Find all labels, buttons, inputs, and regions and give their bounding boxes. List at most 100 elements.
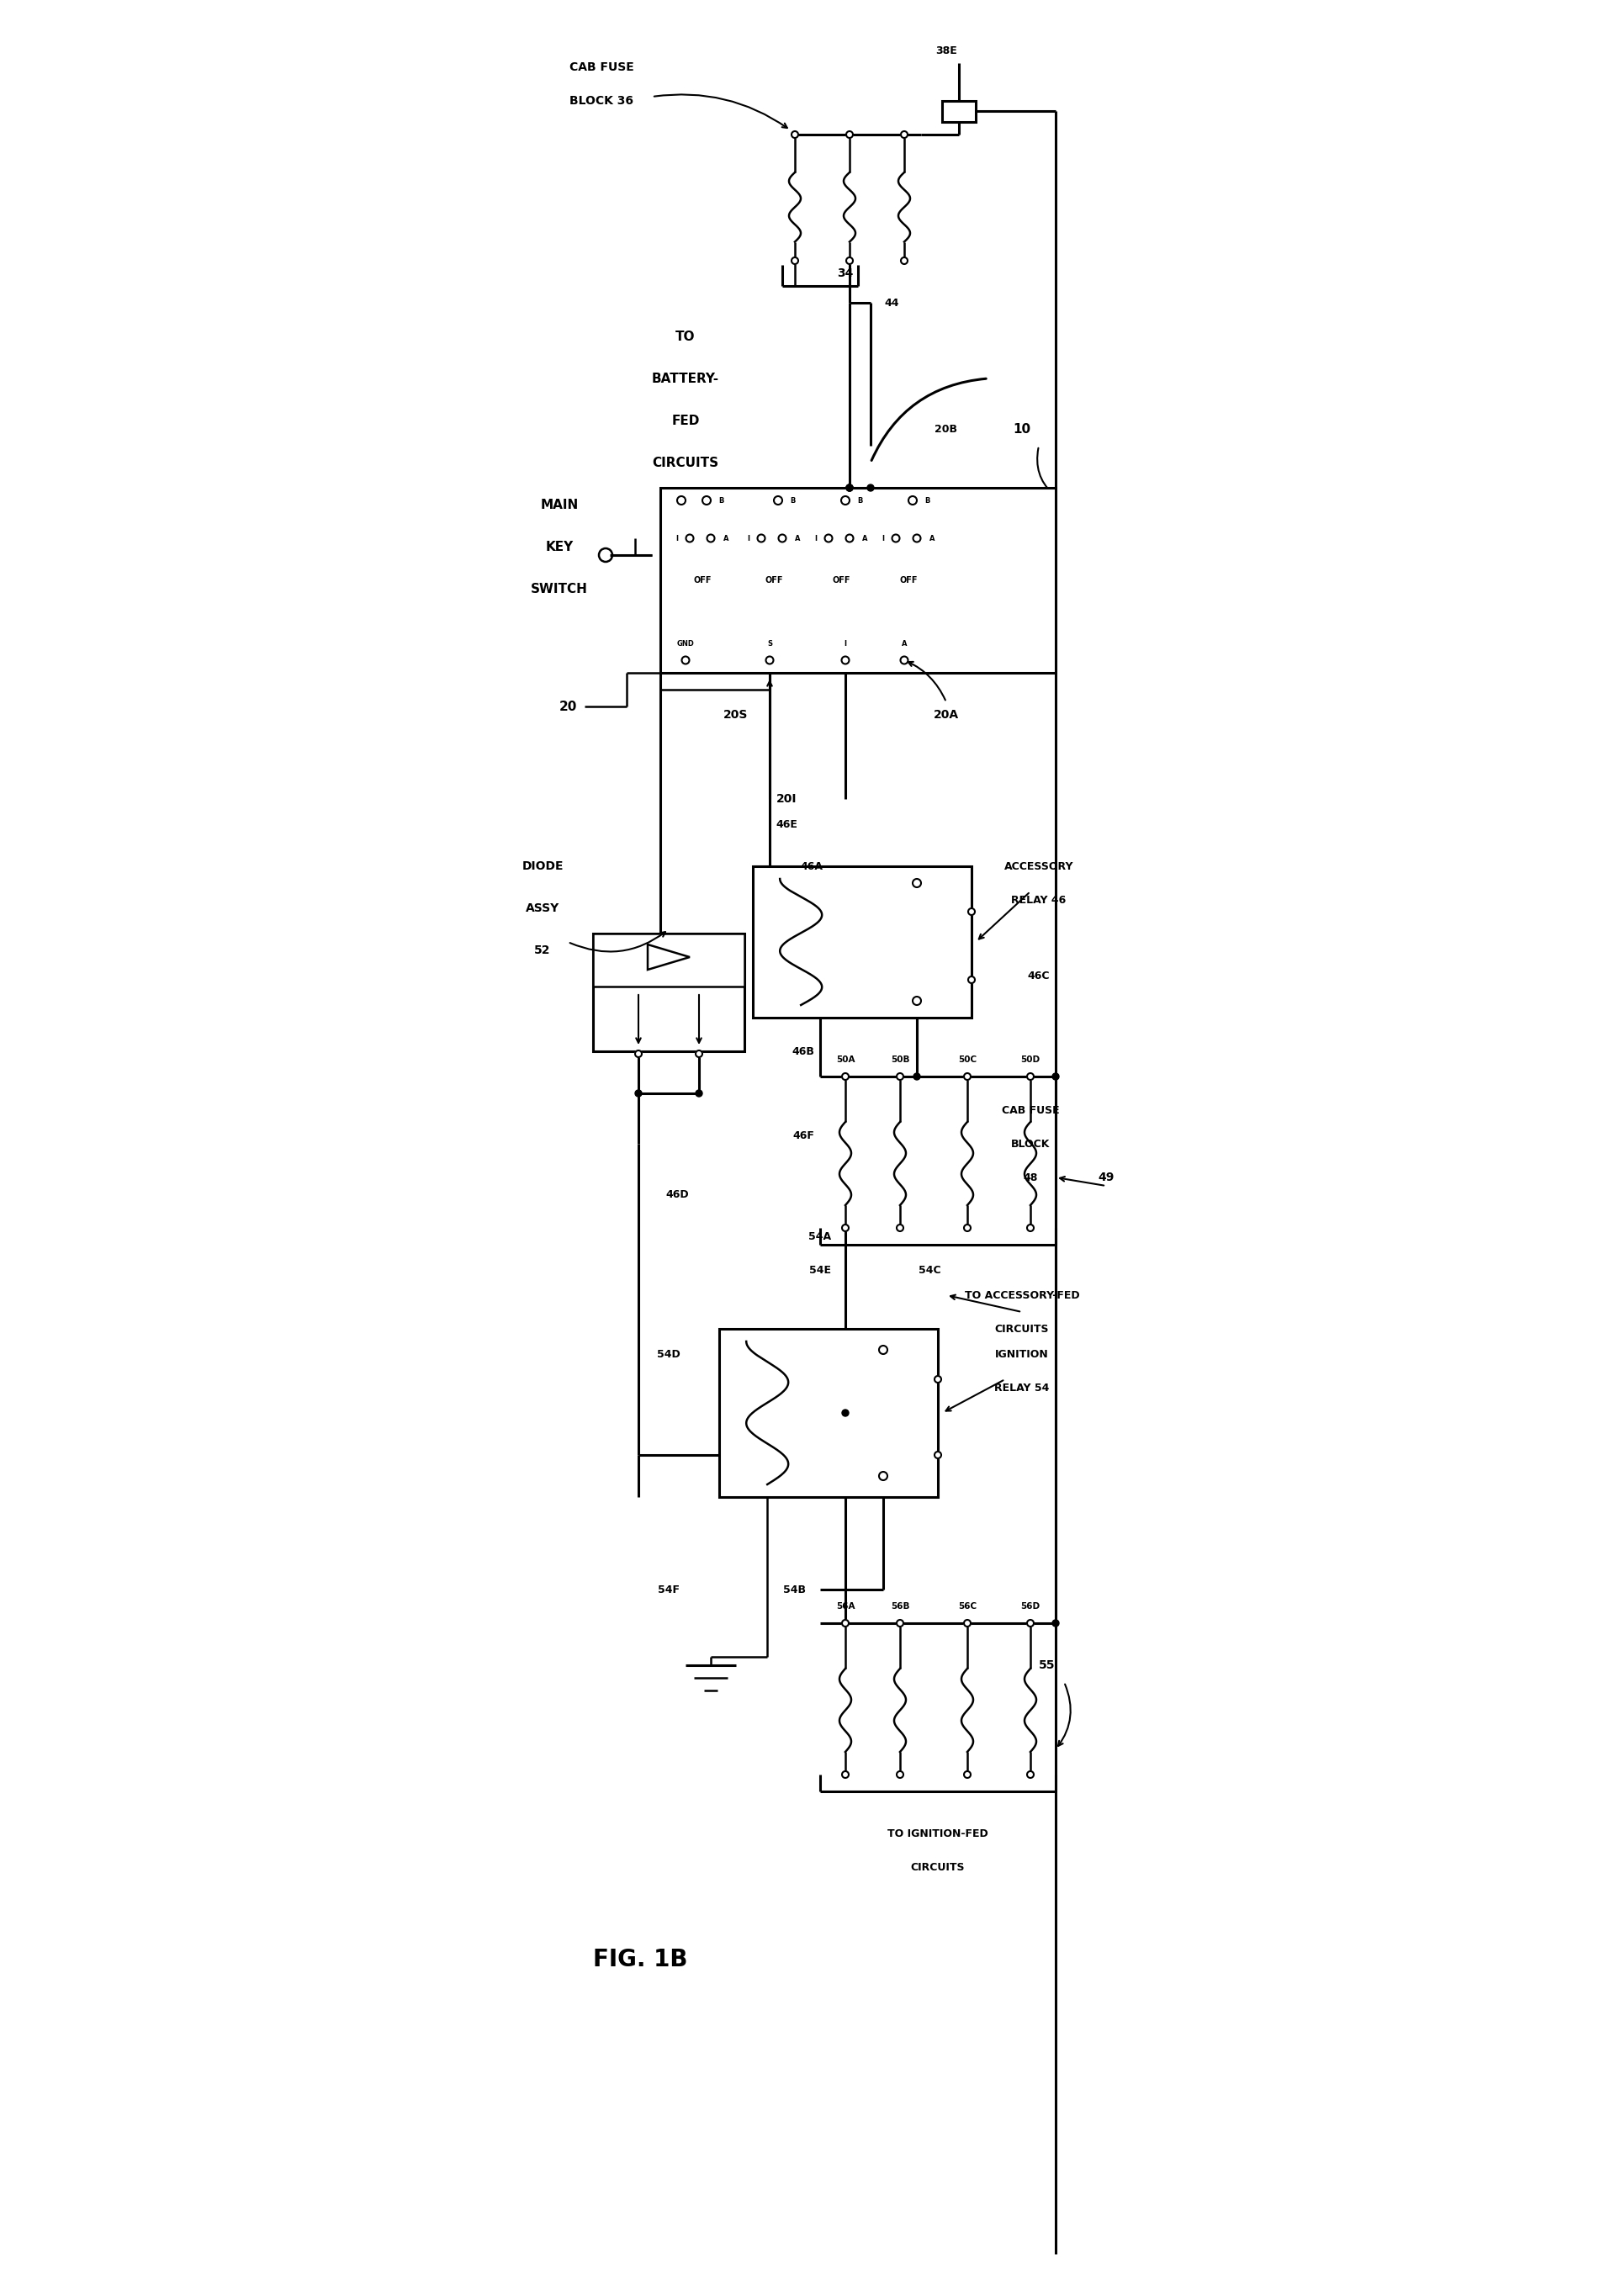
Text: TO ACCESSORY-FED: TO ACCESSORY-FED	[964, 1290, 1079, 1300]
Circle shape	[778, 535, 787, 542]
Text: 46A: 46A	[801, 861, 824, 872]
Text: RELAY 54: RELAY 54	[995, 1382, 1050, 1394]
Circle shape	[1027, 1072, 1034, 1079]
Text: 54D: 54D	[657, 1348, 680, 1359]
Text: BLOCK 36: BLOCK 36	[570, 94, 633, 108]
Text: 50B: 50B	[890, 1056, 909, 1063]
Text: 54A: 54A	[809, 1231, 832, 1242]
Text: CIRCUITS: CIRCUITS	[911, 1862, 966, 1874]
Text: GND: GND	[677, 641, 694, 647]
Text: 54E: 54E	[809, 1265, 832, 1274]
Bar	[593, 934, 745, 987]
Circle shape	[912, 879, 921, 886]
Circle shape	[912, 535, 921, 542]
Text: BATTERY-: BATTERY-	[652, 372, 719, 386]
Text: TO: TO	[675, 331, 696, 342]
Text: 20A: 20A	[933, 709, 959, 721]
Circle shape	[879, 1472, 887, 1481]
Circle shape	[935, 1375, 942, 1382]
Circle shape	[879, 1345, 887, 1355]
Circle shape	[846, 484, 853, 491]
Text: 56A: 56A	[837, 1603, 854, 1609]
Text: DIODE: DIODE	[522, 861, 564, 872]
Circle shape	[935, 1451, 942, 1458]
Circle shape	[964, 1619, 971, 1626]
Text: 46D: 46D	[665, 1189, 688, 1201]
Text: I: I	[675, 535, 678, 542]
Text: 46F: 46F	[793, 1130, 814, 1141]
Text: I: I	[845, 641, 846, 647]
Text: 46B: 46B	[791, 1045, 814, 1056]
Text: 50A: 50A	[837, 1056, 854, 1063]
Text: TO IGNITION-FED: TO IGNITION-FED	[888, 1828, 988, 1839]
Text: IGNITION: IGNITION	[995, 1348, 1048, 1359]
Circle shape	[841, 1619, 849, 1626]
Circle shape	[912, 996, 921, 1006]
Text: OFF: OFF	[832, 576, 849, 585]
Text: 56C: 56C	[958, 1603, 977, 1609]
Circle shape	[846, 484, 853, 491]
Text: ASSY: ASSY	[525, 902, 559, 914]
Text: CAB FUSE: CAB FUSE	[1001, 1104, 1059, 1116]
Text: BLOCK: BLOCK	[1011, 1139, 1050, 1150]
Text: A: A	[901, 641, 908, 647]
Text: 52: 52	[535, 944, 551, 955]
Text: SWITCH: SWITCH	[531, 583, 588, 595]
Circle shape	[901, 131, 908, 138]
Text: CAB FUSE: CAB FUSE	[568, 62, 633, 73]
Text: 34: 34	[837, 266, 853, 280]
Text: MAIN: MAIN	[541, 498, 578, 512]
Text: 50C: 50C	[958, 1056, 977, 1063]
Text: 54F: 54F	[657, 1584, 680, 1596]
Text: 46E: 46E	[775, 820, 798, 829]
Text: OFF: OFF	[693, 576, 711, 585]
Text: I: I	[814, 535, 817, 542]
Text: 20S: 20S	[724, 709, 748, 721]
Text: I: I	[748, 535, 749, 542]
Text: 44: 44	[885, 296, 900, 308]
Circle shape	[896, 1770, 903, 1777]
Circle shape	[841, 496, 849, 505]
Bar	[661, 487, 1056, 673]
Text: S: S	[767, 641, 772, 647]
Bar	[942, 101, 975, 122]
Circle shape	[846, 257, 853, 264]
Text: 54B: 54B	[783, 1584, 806, 1596]
Circle shape	[757, 535, 766, 542]
Text: 48: 48	[1022, 1171, 1038, 1182]
Text: B: B	[858, 496, 862, 505]
Circle shape	[846, 535, 853, 542]
Bar	[593, 934, 745, 1052]
Circle shape	[891, 535, 900, 542]
Text: ACCESSORY: ACCESSORY	[1005, 861, 1074, 872]
Circle shape	[896, 1619, 903, 1626]
Circle shape	[901, 257, 908, 264]
Circle shape	[696, 1091, 703, 1097]
Circle shape	[967, 909, 975, 916]
Text: A: A	[724, 535, 728, 542]
Text: I: I	[882, 535, 885, 542]
Circle shape	[964, 1072, 971, 1079]
Circle shape	[841, 657, 849, 664]
Circle shape	[896, 1072, 903, 1079]
Circle shape	[846, 131, 853, 138]
Circle shape	[967, 976, 975, 983]
Circle shape	[908, 496, 917, 505]
Circle shape	[896, 1224, 903, 1231]
Text: OFF: OFF	[900, 576, 917, 585]
Circle shape	[964, 1770, 971, 1777]
Bar	[719, 1329, 938, 1497]
Text: A: A	[862, 535, 867, 542]
Text: CIRCUITS: CIRCUITS	[995, 1322, 1050, 1334]
Text: 20I: 20I	[777, 792, 796, 806]
Circle shape	[1027, 1619, 1034, 1626]
Circle shape	[1027, 1770, 1034, 1777]
Text: KEY: KEY	[546, 540, 573, 553]
Text: 56B: 56B	[890, 1603, 909, 1609]
Text: 20: 20	[559, 700, 577, 712]
Text: B: B	[719, 496, 724, 505]
Circle shape	[635, 1052, 641, 1056]
Circle shape	[766, 657, 774, 664]
Circle shape	[686, 535, 693, 542]
Bar	[753, 866, 972, 1017]
